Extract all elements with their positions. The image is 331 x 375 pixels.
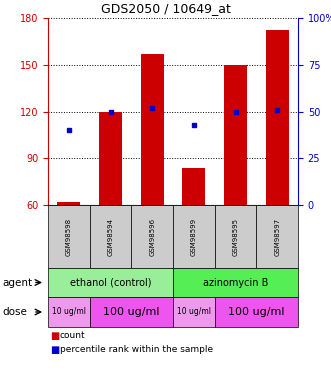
Bar: [224, 65, 247, 205]
Text: GSM98594: GSM98594: [108, 217, 114, 255]
Text: 100 ug/ml: 100 ug/ml: [103, 307, 160, 317]
Text: GSM98598: GSM98598: [66, 217, 72, 256]
Bar: [141, 54, 164, 205]
Text: GSM98596: GSM98596: [149, 217, 155, 256]
Text: azinomycin B: azinomycin B: [203, 278, 268, 288]
Text: GDS2050 / 10649_at: GDS2050 / 10649_at: [101, 2, 230, 15]
Text: ethanol (control): ethanol (control): [70, 278, 151, 288]
Text: 10 ug/ml: 10 ug/ml: [177, 308, 211, 316]
Text: ■: ■: [50, 331, 59, 341]
Text: GSM98599: GSM98599: [191, 217, 197, 256]
Text: GSM98597: GSM98597: [274, 217, 280, 256]
Text: dose: dose: [2, 307, 27, 317]
Text: 100 ug/ml: 100 ug/ml: [228, 307, 285, 317]
Bar: [99, 111, 122, 205]
Text: GSM98595: GSM98595: [232, 217, 239, 255]
Bar: [182, 168, 205, 205]
Bar: [266, 30, 289, 205]
Text: ■: ■: [50, 345, 59, 355]
Text: percentile rank within the sample: percentile rank within the sample: [60, 345, 213, 354]
Text: 10 ug/ml: 10 ug/ml: [52, 308, 86, 316]
Text: count: count: [60, 332, 86, 340]
Bar: [57, 202, 80, 205]
Text: agent: agent: [2, 278, 32, 288]
